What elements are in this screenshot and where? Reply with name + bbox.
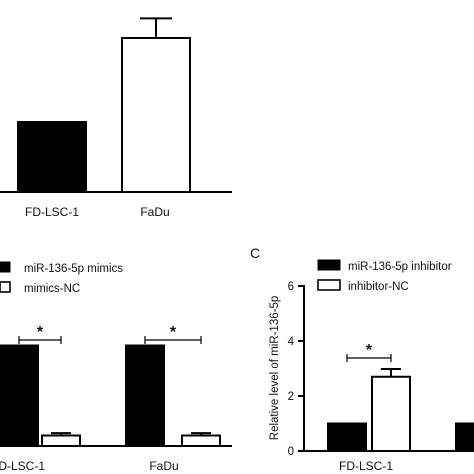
y-tick-label: 2 <box>288 391 294 403</box>
panel-a: FD-LSC-1 FaDu <box>0 17 232 219</box>
y-axis-label: Relative level of miR-136-5p <box>269 296 281 440</box>
bar <box>125 344 165 447</box>
legend-swatch-mimics <box>0 261 11 273</box>
x-tick-label: FD-LSC-1 <box>0 459 45 473</box>
legend-label-mimics: miR-136-5p mimics <box>24 263 123 275</box>
y-tick-label: 6 <box>288 281 294 293</box>
panel-c: C Relative level of miR-136-5p 0 2 4 6 miR-… <box>250 245 474 473</box>
x-tick-label: FD-LSC-1 <box>25 205 79 219</box>
x-tick-label: FaDu <box>149 459 178 473</box>
significance-label: * <box>170 324 177 341</box>
bar <box>0 344 39 447</box>
bar <box>121 37 191 193</box>
y-tick-label: 0 <box>288 446 294 458</box>
legend-swatch-inhibitor <box>317 259 341 271</box>
bar <box>41 434 81 447</box>
bar <box>455 422 474 452</box>
bar <box>327 422 367 452</box>
legend-label-mimics-nc: mimics-NC <box>24 283 80 295</box>
bar <box>17 121 87 193</box>
significance-label: * <box>366 342 373 359</box>
bar <box>181 434 221 447</box>
legend-swatch-inhibitor-nc <box>317 279 341 291</box>
panel-label-c: C <box>250 245 260 261</box>
legend-label-inhibitor: miR-136-5p inhibitor <box>348 261 452 273</box>
legend-label-inhibitor-nc: inhibitor-NC <box>348 281 409 293</box>
y-tick-label: 4 <box>288 336 295 348</box>
x-tick-label: FaDu <box>140 205 169 219</box>
x-tick-label: FD-LSC-1 <box>339 459 393 473</box>
bar <box>371 375 411 452</box>
panel-b: miR-136-5p mimics mimics-NC ** FD-LSC-1 … <box>0 261 232 473</box>
legend-swatch-mimics-nc <box>0 281 11 293</box>
significance-label: * <box>37 324 44 341</box>
